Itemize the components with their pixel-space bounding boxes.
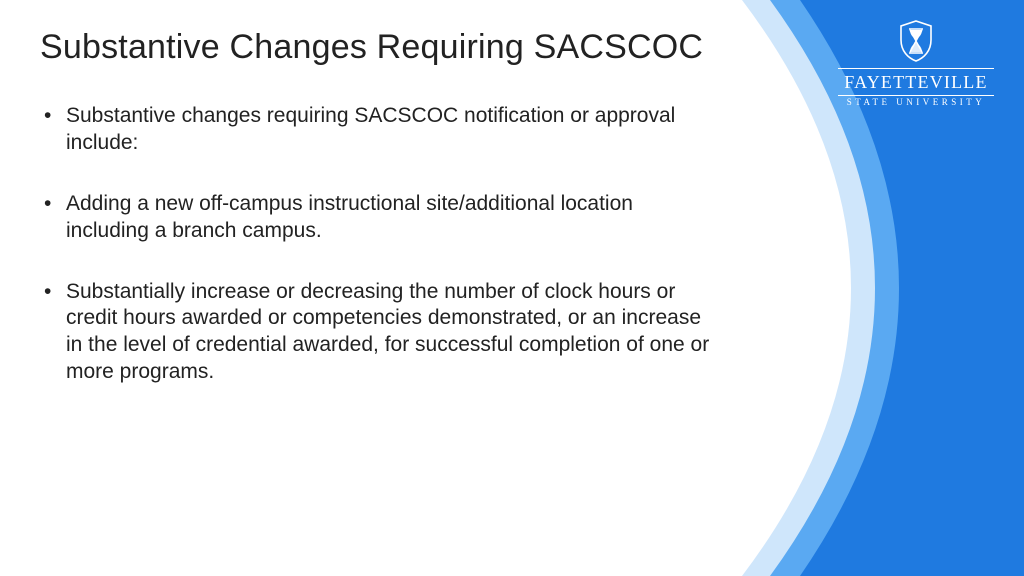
logo-text-sub: STATE UNIVERSITY (836, 97, 996, 107)
slide-content: Substantive Changes Requiring SACSCOC Su… (0, 0, 720, 576)
hourglass-shield-icon (893, 18, 939, 64)
list-item: Substantially increase or decreasing the… (40, 279, 710, 387)
logo-text-main: FAYETTEVILLE (838, 68, 994, 96)
bullet-list: Substantive changes requiring SACSCOC no… (40, 103, 710, 386)
list-item: Adding a new off-campus instructional si… (40, 191, 710, 245)
slide: FAYETTEVILLE STATE UNIVERSITY Substantiv… (0, 0, 1024, 576)
slide-title: Substantive Changes Requiring SACSCOC (40, 28, 710, 67)
university-logo: FAYETTEVILLE STATE UNIVERSITY (836, 18, 996, 107)
list-item: Substantive changes requiring SACSCOC no… (40, 103, 710, 157)
